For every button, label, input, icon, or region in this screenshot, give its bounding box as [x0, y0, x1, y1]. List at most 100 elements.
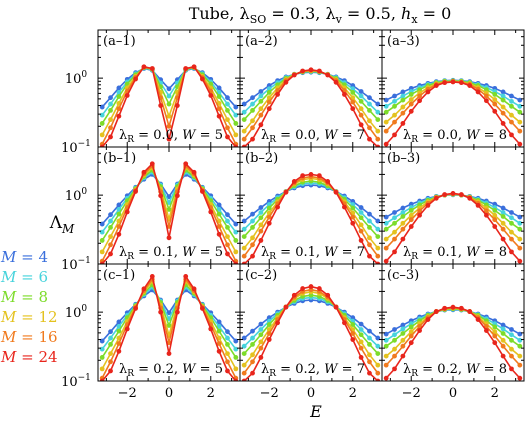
data-point	[383, 353, 389, 359]
data-point	[225, 242, 230, 248]
data-point	[517, 109, 523, 115]
data-point	[99, 229, 105, 235]
annotation-w-symbol: W	[324, 245, 339, 260]
data-point	[133, 76, 138, 82]
data-point	[400, 353, 406, 359]
panel-series-group	[99, 161, 239, 264]
data-point	[509, 132, 514, 138]
data-point	[367, 118, 372, 124]
data-point	[400, 93, 406, 99]
data-point	[99, 238, 105, 243]
data-point	[275, 320, 280, 326]
data-point	[492, 324, 498, 330]
data-point	[358, 238, 364, 243]
data-point	[517, 375, 523, 381]
data-point	[450, 79, 456, 85]
y-tick-label-base: 10	[65, 189, 82, 204]
data-point	[266, 322, 272, 327]
data-point	[367, 235, 372, 241]
data-point	[225, 212, 230, 218]
annotation-w-value: = 8	[480, 362, 507, 377]
data-point	[233, 238, 239, 243]
data-point	[383, 103, 389, 109]
x-tick-label: 2	[491, 386, 499, 401]
data-point	[124, 93, 130, 98]
data-point	[367, 125, 372, 131]
data-point	[266, 95, 272, 101]
annotation-w-value: = 5	[196, 128, 223, 143]
data-point	[216, 231, 222, 237]
annotation-w-symbol: W	[324, 128, 339, 143]
legend-entry-equals: =	[16, 308, 38, 326]
legend-entry-equals: =	[16, 348, 38, 366]
data-point	[358, 327, 364, 332]
data-point	[383, 337, 389, 343]
panel-label: (a–3)	[387, 34, 420, 49]
data-point	[258, 345, 264, 351]
data-point	[258, 215, 264, 221]
panel-series-group	[241, 284, 381, 381]
legend-entry-value: 12	[38, 308, 57, 326]
data-point	[358, 112, 364, 118]
panel-annotation: λR = 0.2, W = 8	[403, 362, 507, 379]
data-point	[241, 117, 247, 122]
data-point	[408, 201, 414, 207]
data-point	[308, 292, 314, 298]
data-point	[408, 333, 414, 339]
data-point	[450, 190, 456, 196]
data-point	[500, 353, 506, 359]
data-point	[108, 359, 113, 365]
data-point	[208, 93, 214, 98]
data-point	[216, 202, 222, 208]
panel-label: (c–3)	[387, 268, 419, 283]
data-point	[225, 95, 230, 101]
annotation-w-symbol: W	[182, 362, 197, 377]
data-point	[400, 110, 406, 116]
data-point	[149, 66, 155, 71]
data-point	[116, 224, 122, 229]
data-point	[233, 249, 239, 255]
data-point	[116, 106, 122, 112]
data-point	[492, 224, 498, 229]
data-point	[108, 125, 113, 131]
data-point	[333, 79, 339, 85]
title-param-subscript: v	[335, 13, 343, 26]
data-point	[417, 324, 422, 329]
data-point	[492, 97, 498, 102]
data-point	[383, 119, 389, 125]
legend-entry-symbol: M	[0, 248, 17, 266]
series-line	[243, 71, 379, 105]
data-point	[509, 98, 514, 104]
data-point	[258, 222, 264, 228]
y-label-symbol: Λ	[49, 213, 63, 233]
data-point	[367, 101, 372, 107]
data-point	[392, 93, 397, 99]
data-point	[367, 359, 372, 365]
data-point	[509, 215, 514, 221]
data-point	[216, 324, 222, 329]
annotation-subscript: R	[127, 135, 134, 145]
data-point	[116, 94, 122, 99]
data-point	[392, 366, 397, 372]
data-point	[383, 109, 389, 115]
data-point	[250, 108, 255, 113]
data-point	[99, 378, 105, 381]
data-point	[258, 327, 264, 332]
data-point	[316, 173, 322, 179]
data-point	[358, 345, 364, 351]
annotation-lambda-value: = 0.1,	[276, 245, 324, 260]
data-point	[191, 169, 197, 175]
data-point	[500, 121, 506, 126]
title-param-symbol: λ	[325, 4, 335, 23]
data-point	[108, 117, 113, 122]
data-point	[358, 106, 364, 112]
data-point	[392, 353, 397, 359]
data-point	[308, 284, 314, 289]
series-line	[385, 80, 521, 132]
title-param-value: = 0.5,	[342, 4, 401, 23]
data-point	[108, 101, 113, 107]
data-point	[116, 211, 122, 217]
data-point	[166, 235, 172, 241]
data-point	[375, 343, 381, 349]
data-point	[108, 218, 113, 224]
